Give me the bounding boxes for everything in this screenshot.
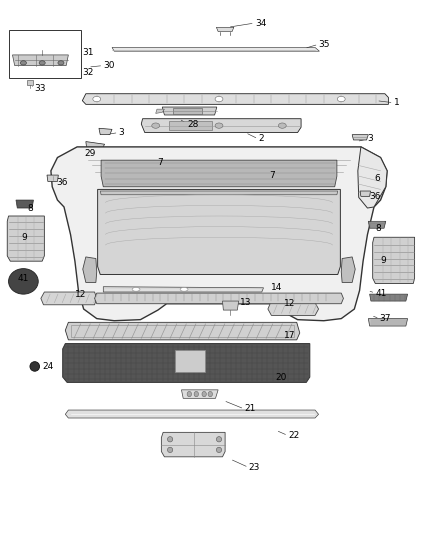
- Text: 24: 24: [42, 362, 53, 371]
- Text: 41: 41: [375, 288, 387, 297]
- Polygon shape: [86, 142, 105, 152]
- Polygon shape: [360, 191, 371, 196]
- Polygon shape: [63, 344, 310, 382]
- Polygon shape: [16, 200, 33, 208]
- Polygon shape: [47, 175, 58, 181]
- Bar: [173, 108, 201, 114]
- Text: 2: 2: [258, 134, 264, 143]
- Text: 13: 13: [240, 298, 251, 307]
- Text: 33: 33: [35, 84, 46, 93]
- Ellipse shape: [279, 123, 286, 128]
- Polygon shape: [7, 216, 44, 261]
- Text: 3: 3: [367, 134, 373, 143]
- Ellipse shape: [194, 391, 198, 397]
- Text: 20: 20: [275, 373, 286, 382]
- Polygon shape: [155, 109, 164, 114]
- Text: 9: 9: [381, 256, 386, 264]
- Polygon shape: [373, 237, 415, 284]
- Text: 36: 36: [57, 178, 68, 187]
- Text: 8: 8: [27, 204, 33, 213]
- Ellipse shape: [152, 123, 159, 128]
- Ellipse shape: [180, 287, 188, 291]
- Polygon shape: [100, 191, 338, 195]
- Polygon shape: [51, 147, 387, 321]
- Polygon shape: [101, 160, 337, 187]
- Polygon shape: [358, 175, 369, 180]
- Text: 34: 34: [255, 19, 266, 28]
- Text: 35: 35: [318, 40, 330, 49]
- Ellipse shape: [9, 269, 38, 294]
- Polygon shape: [99, 128, 112, 135]
- Ellipse shape: [167, 447, 173, 453]
- Polygon shape: [368, 221, 386, 228]
- Text: 12: 12: [284, 299, 295, 308]
- Ellipse shape: [132, 287, 140, 291]
- Text: 37: 37: [380, 314, 391, 323]
- Polygon shape: [161, 432, 225, 457]
- Text: 8: 8: [375, 224, 381, 233]
- Text: 29: 29: [85, 149, 96, 158]
- Text: 12: 12: [75, 289, 86, 298]
- Ellipse shape: [187, 391, 191, 397]
- Polygon shape: [268, 303, 318, 316]
- Ellipse shape: [30, 362, 39, 371]
- Polygon shape: [162, 107, 217, 115]
- Ellipse shape: [167, 437, 173, 442]
- Bar: [175, 351, 205, 372]
- Polygon shape: [65, 410, 318, 418]
- Ellipse shape: [20, 61, 26, 65]
- Ellipse shape: [337, 96, 345, 102]
- Text: 31: 31: [83, 49, 94, 57]
- Polygon shape: [41, 292, 97, 305]
- Bar: [169, 121, 212, 131]
- Polygon shape: [223, 301, 239, 310]
- Text: 41: 41: [17, 273, 28, 282]
- Polygon shape: [370, 294, 408, 301]
- Polygon shape: [83, 257, 97, 282]
- Polygon shape: [12, 55, 68, 66]
- Polygon shape: [82, 94, 389, 104]
- Polygon shape: [352, 135, 368, 140]
- Text: 1: 1: [394, 98, 399, 107]
- Polygon shape: [98, 189, 340, 274]
- Polygon shape: [368, 319, 408, 326]
- Polygon shape: [27, 80, 33, 85]
- Text: 3: 3: [119, 128, 124, 137]
- Ellipse shape: [58, 61, 64, 65]
- Polygon shape: [216, 27, 234, 31]
- Text: 14: 14: [272, 283, 283, 292]
- Polygon shape: [141, 119, 301, 133]
- Text: 36: 36: [370, 192, 381, 201]
- Ellipse shape: [39, 61, 45, 65]
- Text: 17: 17: [284, 331, 295, 340]
- Ellipse shape: [216, 437, 222, 442]
- Text: 9: 9: [21, 233, 28, 242]
- Ellipse shape: [215, 123, 223, 128]
- Polygon shape: [112, 47, 319, 51]
- Polygon shape: [341, 257, 355, 282]
- Ellipse shape: [93, 96, 101, 102]
- Ellipse shape: [202, 391, 206, 397]
- Bar: [10, 30, 81, 78]
- Polygon shape: [95, 293, 343, 304]
- Text: 28: 28: [187, 119, 199, 128]
- Text: 23: 23: [249, 463, 260, 472]
- Text: 7: 7: [157, 158, 163, 167]
- Text: 6: 6: [374, 174, 380, 183]
- Polygon shape: [65, 322, 300, 340]
- Ellipse shape: [215, 96, 223, 102]
- Text: 32: 32: [83, 68, 94, 77]
- Polygon shape: [103, 287, 264, 292]
- Polygon shape: [181, 390, 218, 398]
- Bar: [71, 325, 294, 337]
- Text: 30: 30: [103, 61, 115, 70]
- Polygon shape: [358, 147, 387, 208]
- Text: 22: 22: [288, 431, 299, 440]
- Text: 21: 21: [244, 405, 256, 414]
- Text: 7: 7: [269, 171, 275, 180]
- Ellipse shape: [208, 391, 212, 397]
- Ellipse shape: [216, 447, 222, 453]
